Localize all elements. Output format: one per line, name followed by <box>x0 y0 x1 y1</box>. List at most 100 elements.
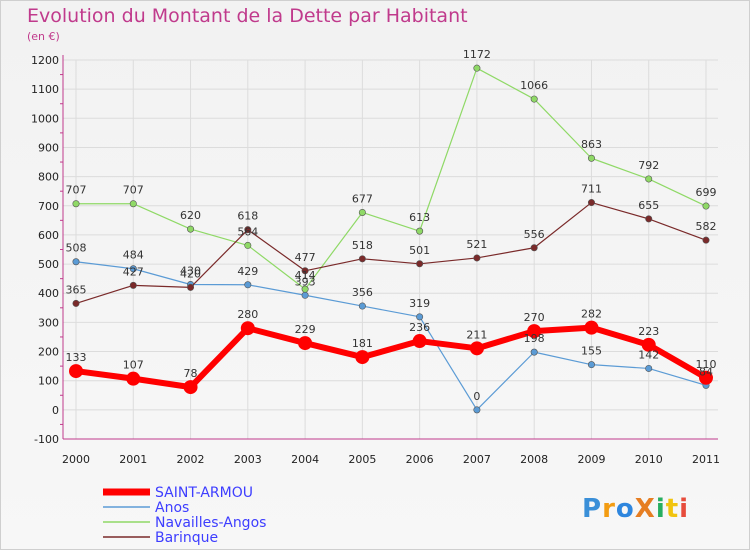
data-point <box>129 200 137 208</box>
y-tick-label: 700 <box>38 200 59 213</box>
data-label: 211 <box>466 328 487 341</box>
data-point <box>240 321 255 336</box>
x-tick-label: 2011 <box>692 453 720 466</box>
data-point <box>358 255 366 263</box>
x-tick-label: 2007 <box>463 453 491 466</box>
data-label: 282 <box>581 308 602 321</box>
chart-title: Evolution du Montant de la Dette par Hab… <box>27 5 468 27</box>
data-label: 356 <box>352 286 373 299</box>
data-point <box>126 371 141 386</box>
data-label: 699 <box>696 186 717 199</box>
data-point <box>473 64 481 72</box>
data-label: 155 <box>581 345 602 358</box>
data-label: 564 <box>237 225 258 238</box>
data-point <box>702 236 710 244</box>
data-point <box>473 254 481 262</box>
data-point <box>69 364 83 379</box>
data-label: 365 <box>66 283 87 296</box>
data-point <box>355 350 370 365</box>
data-label: 501 <box>409 244 430 257</box>
data-label: 1172 <box>463 48 491 61</box>
x-tick-label: 2004 <box>291 453 319 466</box>
data-label: 280 <box>237 308 258 321</box>
data-label: 142 <box>638 348 659 361</box>
data-point <box>473 406 481 414</box>
data-point <box>72 200 80 208</box>
x-tick-label: 2002 <box>177 453 205 466</box>
data-point <box>584 320 599 335</box>
data-point <box>587 361 595 369</box>
data-label: 198 <box>524 332 545 345</box>
data-label: 181 <box>352 337 373 350</box>
x-tick-label: 2000 <box>62 453 90 466</box>
data-point <box>702 202 710 210</box>
data-point <box>527 324 542 339</box>
y-tick-label: 300 <box>38 316 59 329</box>
x-tick-label: 2001 <box>119 453 147 466</box>
data-label: 393 <box>295 275 316 288</box>
x-tick-label: 2009 <box>577 453 605 466</box>
data-label: 707 <box>66 184 87 197</box>
data-label: 429 <box>237 265 258 278</box>
series-group <box>69 64 713 414</box>
brand-logo: ProXiti <box>582 494 689 524</box>
data-point <box>72 299 80 307</box>
data-label: 1066 <box>520 79 548 92</box>
data-label: 107 <box>123 359 144 372</box>
y-tick-label: 600 <box>38 229 59 242</box>
y-tick-label: 900 <box>38 141 59 154</box>
data-point <box>301 291 309 299</box>
data-point <box>699 370 713 385</box>
data-labels: 508 484 430 429 393 356 319 0 198 155 142 84 707 707 6… <box>66 48 717 403</box>
data-label: 236 <box>409 321 430 334</box>
data-point <box>358 302 366 310</box>
data-label: 319 <box>409 297 430 310</box>
chart-subtitle: (en €) <box>27 30 60 43</box>
data-point <box>187 283 195 291</box>
y-tick-label: 1100 <box>31 83 59 96</box>
data-label: 427 <box>123 265 144 278</box>
x-tick-label: 2005 <box>348 453 376 466</box>
data-label: 707 <box>123 184 144 197</box>
data-label: 477 <box>295 251 316 264</box>
data-point <box>416 313 424 321</box>
data-label: 0 <box>473 390 480 403</box>
legend-label: Navailles-Angos <box>155 515 266 531</box>
data-label: 229 <box>295 323 316 336</box>
data-label: 521 <box>466 238 487 251</box>
y-tick-label: 100 <box>38 375 59 388</box>
data-point <box>645 215 653 223</box>
data-point <box>416 227 424 235</box>
data-label: 556 <box>524 228 545 241</box>
data-point <box>587 154 595 162</box>
data-label: 792 <box>638 159 659 172</box>
data-label: 618 <box>237 210 258 223</box>
data-label: 711 <box>581 183 602 196</box>
data-point <box>530 348 538 356</box>
data-label: 508 <box>66 242 87 255</box>
y-tick-label: 200 <box>38 346 59 359</box>
y-tick-label: 400 <box>38 287 59 300</box>
data-point <box>301 285 309 293</box>
data-label: 430 <box>180 264 201 277</box>
data-label: 620 <box>180 209 201 222</box>
data-point <box>72 258 80 266</box>
data-label: 420 <box>180 267 201 280</box>
series-line-saint-armou <box>75 324 708 391</box>
data-point <box>645 364 653 372</box>
data-point <box>129 265 137 273</box>
brand-logo-text: ProXiti <box>582 494 689 524</box>
data-point <box>530 244 538 252</box>
data-label: 84 <box>699 365 713 378</box>
data-label: 518 <box>352 239 373 252</box>
x-tick-label: 2010 <box>635 453 663 466</box>
data-point <box>416 260 424 268</box>
y-tick-label: 1200 <box>31 54 59 67</box>
x-tick-label: 2006 <box>406 453 434 466</box>
data-point <box>187 225 195 233</box>
data-label: 78 <box>184 367 198 380</box>
data-point <box>129 281 137 289</box>
axes: -100010020030040050060070080090010001100… <box>31 54 720 466</box>
